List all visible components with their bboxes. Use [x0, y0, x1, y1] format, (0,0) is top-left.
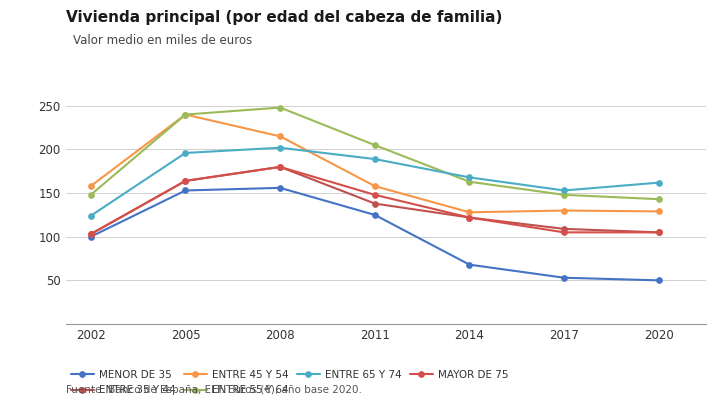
MENOR DE 35	[181, 188, 190, 193]
MENOR DE 35	[465, 262, 474, 267]
ENTRE 55 Y 64	[465, 179, 474, 184]
MAYOR DE 75	[87, 232, 95, 236]
ENTRE 45 Y 54	[181, 112, 190, 117]
ENTRE 65 Y 74	[276, 145, 285, 150]
ENTRE 45 Y 54	[560, 208, 569, 213]
ENTRE 65 Y 74	[371, 157, 379, 162]
ENTRE 65 Y 74	[654, 180, 663, 185]
MAYOR DE 75	[276, 164, 285, 169]
MAYOR DE 75	[371, 192, 379, 197]
Line: MENOR DE 35: MENOR DE 35	[88, 185, 662, 283]
ENTRE 55 Y 64	[181, 112, 190, 117]
ENTRE 45 Y 54	[276, 134, 285, 139]
ENTRE 35 Y 44	[371, 201, 379, 206]
Line: ENTRE 35 Y 44: ENTRE 35 Y 44	[88, 164, 662, 237]
ENTRE 65 Y 74	[560, 188, 569, 193]
ENTRE 45 Y 54	[465, 210, 474, 215]
ENTRE 45 Y 54	[654, 209, 663, 214]
ENTRE 55 Y 64	[654, 197, 663, 202]
MENOR DE 35	[654, 278, 663, 283]
MENOR DE 35	[560, 275, 569, 280]
ENTRE 45 Y 54	[87, 184, 95, 188]
MENOR DE 35	[87, 234, 95, 239]
Text: Vivienda principal (por edad del cabeza de familia): Vivienda principal (por edad del cabeza …	[66, 10, 502, 25]
ENTRE 65 Y 74	[87, 213, 95, 218]
Legend: MENOR DE 35, ENTRE 35 Y 44, ENTRE 45 Y 54, ENTRE 55 Y 64, ENTRE 65 Y 74, MAYOR D: MENOR DE 35, ENTRE 35 Y 44, ENTRE 45 Y 5…	[71, 370, 509, 395]
ENTRE 35 Y 44	[465, 215, 474, 220]
ENTRE 35 Y 44	[276, 164, 285, 169]
ENTRE 35 Y 44	[181, 178, 190, 183]
MAYOR DE 75	[465, 215, 474, 220]
ENTRE 55 Y 64	[276, 105, 285, 110]
ENTRE 45 Y 54	[371, 184, 379, 188]
MAYOR DE 75	[181, 178, 190, 183]
ENTRE 65 Y 74	[181, 150, 190, 155]
Line: ENTRE 65 Y 74: ENTRE 65 Y 74	[88, 145, 662, 218]
ENTRE 55 Y 64	[87, 192, 95, 197]
MENOR DE 35	[371, 212, 379, 217]
Line: ENTRE 55 Y 64: ENTRE 55 Y 64	[88, 105, 662, 202]
Line: MAYOR DE 75: MAYOR DE 75	[88, 164, 662, 237]
MAYOR DE 75	[560, 230, 569, 235]
Text: Fuente: Banco de España, EFF. Euros (€), año base 2020.: Fuente: Banco de España, EFF. Euros (€),…	[66, 385, 361, 395]
Line: ENTRE 45 Y 54: ENTRE 45 Y 54	[88, 112, 662, 215]
ENTRE 55 Y 64	[560, 192, 569, 197]
ENTRE 35 Y 44	[87, 232, 95, 236]
Text: Valor medio en miles de euros: Valor medio en miles de euros	[73, 34, 252, 47]
ENTRE 35 Y 44	[560, 226, 569, 231]
ENTRE 35 Y 44	[654, 230, 663, 235]
MENOR DE 35	[276, 186, 285, 190]
ENTRE 55 Y 64	[371, 143, 379, 148]
MAYOR DE 75	[654, 230, 663, 235]
ENTRE 65 Y 74	[465, 175, 474, 180]
